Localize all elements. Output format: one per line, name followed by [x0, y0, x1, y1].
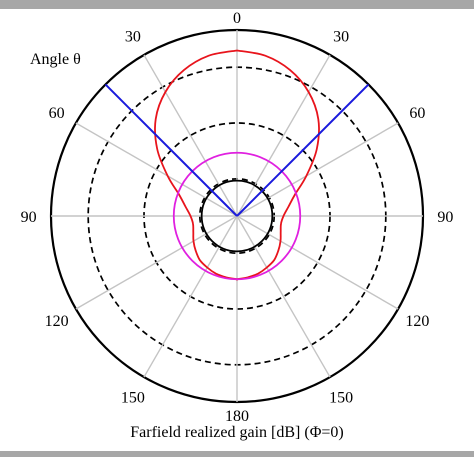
angle-tick-label: 150 [329, 389, 353, 406]
angle-tick-label: 60 [409, 105, 425, 122]
spoke-group [51, 30, 423, 402]
series-group [104, 49, 370, 281]
series-circle-2 [200, 179, 274, 253]
spoke-7 [143, 215, 238, 378]
top-border [0, 0, 474, 9]
spoke-1 [236, 54, 331, 217]
spoke-4 [236, 215, 399, 310]
angle-tick-label: 60 [49, 105, 65, 122]
spoke-5 [236, 215, 331, 378]
spoke-2 [236, 122, 399, 217]
boundary-line-0 [236, 83, 370, 217]
corner-label: Angle θ [30, 51, 81, 68]
angle-tick-label: 180 [225, 408, 249, 425]
bottom-border [0, 451, 474, 457]
tick-label-group: 0 30 60 90 120 150 180 150 120 90 60 30 [21, 10, 454, 425]
angle-tick-label: 30 [333, 29, 349, 46]
spoke-10 [75, 122, 238, 217]
angle-tick-label: 150 [121, 389, 145, 406]
spoke-8 [75, 215, 238, 310]
angle-tick-label: 90 [21, 209, 37, 226]
angle-tick-label: 120 [405, 313, 429, 330]
angle-tick-label: 30 [125, 29, 141, 46]
boundary-line-1 [104, 83, 238, 217]
angle-tick-label: 120 [45, 313, 69, 330]
series-circle-1 [172, 151, 302, 281]
x-axis-label: Farfield realized gain [dB] (Φ=0) [130, 424, 344, 441]
spoke-11 [143, 54, 238, 217]
angle-tick-label: 0 [233, 10, 241, 27]
angle-tick-label: 90 [437, 209, 453, 226]
